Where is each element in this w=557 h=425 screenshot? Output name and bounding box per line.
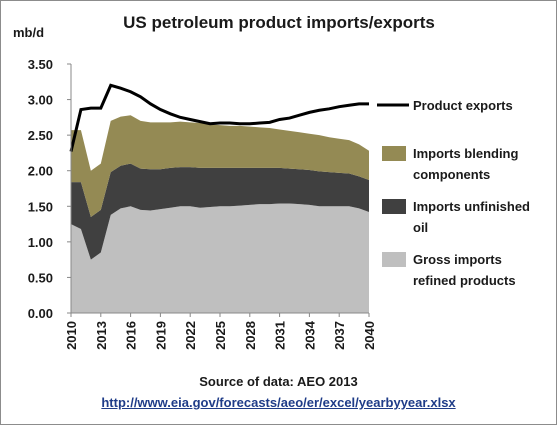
x-tick-label: 2028 xyxy=(243,321,258,350)
y-tick-label: 0.00 xyxy=(28,306,53,321)
area xyxy=(71,115,369,217)
legend-swatch xyxy=(382,199,406,214)
legend-label: Imports unfinished oil xyxy=(413,199,530,235)
y-tick-label: 3.00 xyxy=(28,93,53,108)
x-tick-label: 2031 xyxy=(273,321,288,350)
x-tick-label: 2016 xyxy=(124,321,139,350)
source-link[interactable]: http://www.eia.gov/forecasts/aeo/er/exce… xyxy=(101,395,456,410)
legend-label: Gross imports refined products xyxy=(413,252,516,288)
area xyxy=(71,203,369,313)
source: Source of data: AEO 2013 xyxy=(199,374,358,389)
area xyxy=(71,163,369,260)
y-tick-label: 3.50 xyxy=(28,57,53,72)
chart-title: US petroleum product imports/exports xyxy=(123,13,435,32)
y-axis-label: mb/d xyxy=(13,25,44,40)
y-tick-label: 0.50 xyxy=(28,270,53,285)
y-tick-label: 1.00 xyxy=(28,235,53,250)
legend-swatch xyxy=(382,252,406,267)
x-tick-label: 2010 xyxy=(64,321,79,350)
y-tick-label: 2.00 xyxy=(28,164,53,179)
y-tick-label: 1.50 xyxy=(28,199,53,214)
legend-label: Product exports xyxy=(413,98,513,113)
line xyxy=(69,83,369,152)
x-tick-label: 2037 xyxy=(332,321,347,350)
x-tick-label: 2040 xyxy=(362,321,377,350)
x-tick-label: 2013 xyxy=(94,321,109,350)
legend-swatch xyxy=(382,146,406,161)
x-tick-label: 2019 xyxy=(153,321,168,350)
x-tick-label: 2034 xyxy=(302,320,317,350)
x-tick-label: 2022 xyxy=(183,321,198,350)
y-tick-label: 2.50 xyxy=(28,128,53,143)
url-row: http://www.eia.gov/forecasts/aeo/er/exce… xyxy=(1,395,556,410)
x-tick-label: 2025 xyxy=(213,321,228,350)
legend-label: Imports blending components xyxy=(413,146,519,182)
